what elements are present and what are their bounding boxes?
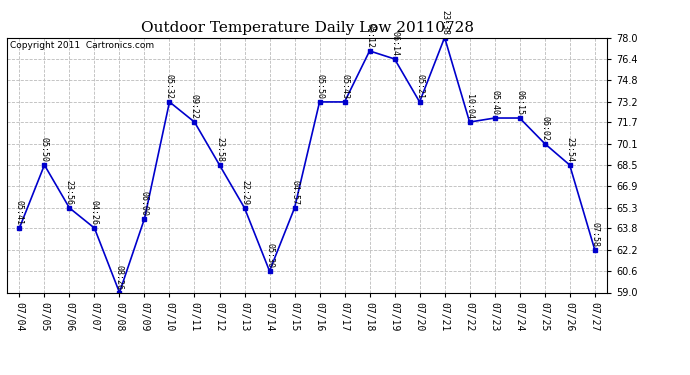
Text: 09:22: 09:22 xyxy=(190,94,199,119)
Text: 04:57: 04:57 xyxy=(290,180,299,205)
Text: 06:14: 06:14 xyxy=(390,31,399,56)
Text: 22:29: 22:29 xyxy=(240,180,249,205)
Text: 05:12: 05:12 xyxy=(365,23,374,48)
Text: 07:58: 07:58 xyxy=(590,222,599,247)
Text: 06:15: 06:15 xyxy=(515,90,524,115)
Text: 10:04: 10:04 xyxy=(465,94,474,119)
Text: 05:41: 05:41 xyxy=(15,200,24,225)
Text: 05:32: 05:32 xyxy=(165,74,174,99)
Text: 05:50: 05:50 xyxy=(40,137,49,162)
Text: 05:30: 05:30 xyxy=(265,243,274,268)
Text: 23:54: 23:54 xyxy=(565,137,574,162)
Text: 05:21: 05:21 xyxy=(415,74,424,99)
Text: 23:56: 23:56 xyxy=(65,180,74,205)
Text: 23:58: 23:58 xyxy=(215,137,224,162)
Text: 08:26: 08:26 xyxy=(115,265,124,290)
Text: 05:50: 05:50 xyxy=(315,74,324,99)
Title: Outdoor Temperature Daily Low 20110728: Outdoor Temperature Daily Low 20110728 xyxy=(141,21,473,35)
Text: 05:40: 05:40 xyxy=(490,90,499,115)
Text: 05:43: 05:43 xyxy=(340,74,349,99)
Text: Copyright 2011  Cartronics.com: Copyright 2011 Cartronics.com xyxy=(10,41,154,50)
Text: 04:26: 04:26 xyxy=(90,200,99,225)
Text: 23:38: 23:38 xyxy=(440,10,449,35)
Text: 06:00: 06:00 xyxy=(140,191,149,216)
Text: 06:02: 06:02 xyxy=(540,116,549,141)
